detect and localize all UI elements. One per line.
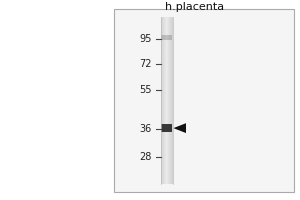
Text: 36: 36 [139,124,152,134]
Bar [160,35,172,40]
Bar [170,17,171,184]
Polygon shape [173,123,186,133]
Bar [168,17,169,184]
Text: 55: 55 [139,85,152,95]
Text: 95: 95 [139,34,152,44]
Bar [161,17,162,184]
Bar [165,17,166,184]
Bar [171,17,172,184]
Bar [166,17,167,184]
Bar [167,17,168,184]
Bar [160,124,172,132]
Text: h.placenta: h.placenta [165,2,225,12]
Bar [169,17,170,184]
Bar [169,17,170,184]
Bar [160,17,161,184]
Text: 72: 72 [139,59,152,69]
Bar [164,17,165,184]
Bar [162,17,163,184]
Bar [163,17,164,184]
Text: 28: 28 [139,152,152,162]
Bar [114,9,294,192]
